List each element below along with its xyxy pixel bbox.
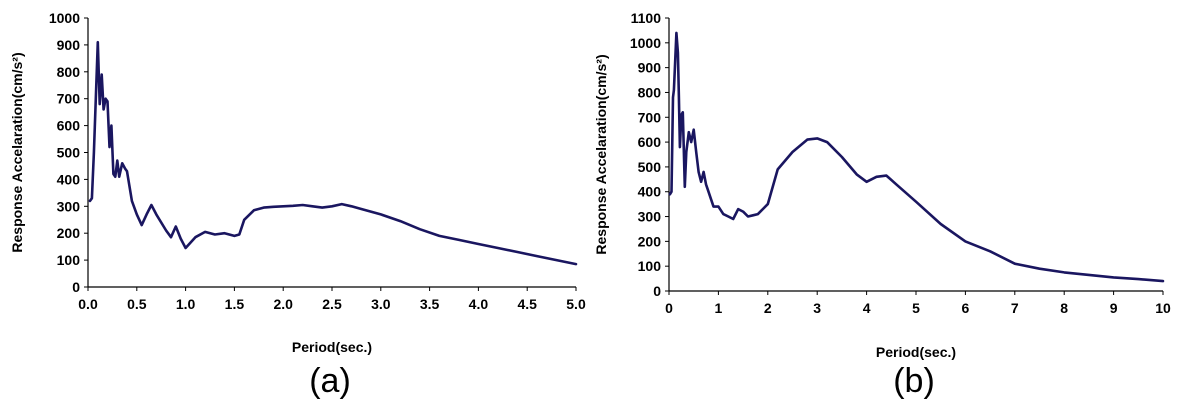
- x-tick-label-b: 1: [715, 300, 723, 316]
- y-tick-label-b: 700: [638, 109, 662, 125]
- x-tick-label-a: 5.0: [566, 296, 586, 312]
- y-tick-label-b: 100: [638, 258, 662, 274]
- y-axis-title-b: Response Accelaration(cm/s²): [593, 54, 609, 254]
- x-tick-label-b: 2: [764, 300, 772, 316]
- chart-a: 0 100 200 300 400 500 600 700 800 900 1000 0.0 0.5 1.…: [9, 10, 586, 400]
- chart-b: 0 100 200 300 400 500 600 700 800 900 1000 1100 0 1 2 3…: [593, 10, 1171, 400]
- x-tick-label-b: 3: [813, 300, 821, 316]
- y-tick-label-b: 500: [638, 159, 662, 175]
- x-tick-label-a: 2.5: [322, 296, 342, 312]
- y-tick-label-b: 800: [638, 84, 662, 100]
- y-tick-label-a: 1000: [49, 10, 80, 26]
- chart-caption-b: (b): [893, 362, 935, 400]
- x-axis-title-b: Period(sec.): [876, 344, 956, 360]
- y-tick-label-b: 400: [638, 184, 662, 200]
- x-tick-label-a: 4.0: [469, 296, 489, 312]
- series-line-b: [668, 31, 1165, 283]
- y-tick-label-b: 900: [638, 60, 662, 76]
- y-tick-label-b: 0: [653, 283, 661, 299]
- y-tick-label-a: 300: [57, 198, 81, 214]
- y-tick-label-a: 900: [57, 37, 81, 53]
- x-tick-label-b: 6: [962, 300, 970, 316]
- y-tick-label-b: 200: [638, 233, 662, 249]
- chart-caption-a: (a): [309, 362, 351, 400]
- y-tick-label-b: 1100: [631, 10, 662, 26]
- x-tick-label-a: 3.5: [420, 296, 440, 312]
- y-tick-label-b: 300: [638, 209, 662, 225]
- y-tick-label-a: 700: [57, 91, 81, 107]
- y-axis-title-a: Response Accelaration(cm/s²): [9, 52, 25, 252]
- x-tick-label-a: 4.5: [517, 296, 537, 312]
- y-tick-label-a: 100: [57, 252, 81, 268]
- x-tick-label-a: 0.0: [78, 296, 98, 312]
- y-tick-label-a: 200: [57, 225, 81, 241]
- x-tick-label-a: 1.5: [225, 296, 245, 312]
- x-axis-title-a: Period(sec.): [292, 339, 372, 355]
- x-tick-label-b: 8: [1060, 300, 1068, 316]
- y-tick-label-a: 600: [57, 118, 81, 134]
- y-tick-label-b: 600: [638, 134, 662, 150]
- y-tick-label-a: 500: [57, 145, 81, 161]
- x-tick-label-a: 1.0: [176, 296, 196, 312]
- y-tick-label-b: 1000: [630, 35, 661, 51]
- y-tick-label-a: 0: [72, 279, 80, 295]
- x-tick-label-a: 3.0: [371, 296, 391, 312]
- x-tick-label-b: 7: [1011, 300, 1019, 316]
- x-tick-label-b: 10: [1155, 300, 1171, 316]
- x-tick-label-b: 9: [1110, 300, 1118, 316]
- y-tick-label-a: 800: [57, 64, 81, 80]
- series-line-a: [88, 40, 578, 266]
- x-tick-label-b: 0: [665, 300, 673, 316]
- x-tick-label-a: 0.5: [127, 296, 147, 312]
- x-tick-label-b: 4: [863, 300, 871, 316]
- x-tick-label-a: 2.0: [273, 296, 293, 312]
- y-tick-label-a: 400: [57, 171, 81, 187]
- x-tick-label-b: 5: [912, 300, 920, 316]
